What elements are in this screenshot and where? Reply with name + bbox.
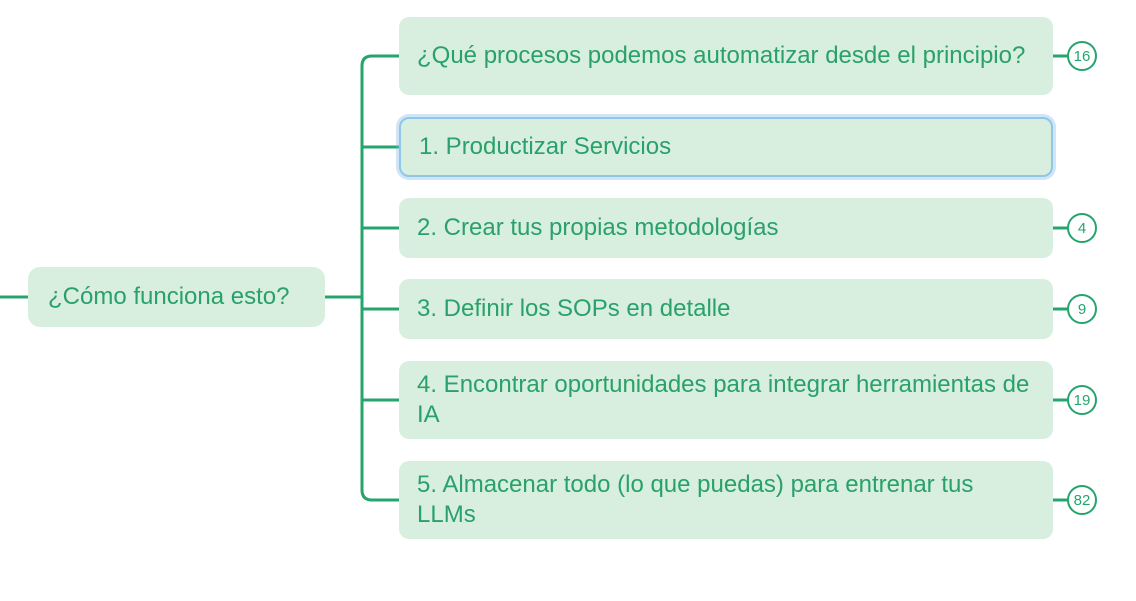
- badge-value: 19: [1074, 392, 1091, 409]
- child-label: 1. Productizar Servicios: [419, 132, 671, 162]
- child-node[interactable]: ¿Qué procesos podemos automatizar desde …: [399, 17, 1053, 95]
- child-label: 4. Encontrar oportunidades para integrar…: [417, 370, 1035, 430]
- child-label: 5. Almacenar todo (lo que puedas) para e…: [417, 470, 1035, 530]
- child-node[interactable]: 2. Crear tus propias metodologías: [399, 198, 1053, 258]
- child-count-badge[interactable]: 4: [1067, 213, 1097, 243]
- badge-value: 9: [1078, 301, 1086, 318]
- child-node[interactable]: 1. Productizar Servicios: [399, 117, 1053, 177]
- badge-value: 4: [1078, 220, 1086, 237]
- root-label: ¿Cómo funciona esto?: [48, 282, 289, 312]
- badge-value: 82: [1074, 492, 1091, 509]
- child-label: ¿Qué procesos podemos automatizar desde …: [417, 41, 1025, 71]
- child-count-badge[interactable]: 19: [1067, 385, 1097, 415]
- child-node[interactable]: 4. Encontrar oportunidades para integrar…: [399, 361, 1053, 439]
- child-label: 2. Crear tus propias metodologías: [417, 213, 779, 243]
- child-count-badge[interactable]: 82: [1067, 485, 1097, 515]
- child-node[interactable]: 5. Almacenar todo (lo que puedas) para e…: [399, 461, 1053, 539]
- badge-value: 16: [1074, 48, 1091, 65]
- mindmap-canvas: ¿Cómo funciona esto? ¿Qué procesos podemo…: [0, 0, 1136, 601]
- child-count-badge[interactable]: 9: [1067, 294, 1097, 324]
- child-node[interactable]: 3. Definir los SOPs en detalle: [399, 279, 1053, 339]
- child-count-badge[interactable]: 16: [1067, 41, 1097, 71]
- root-node[interactable]: ¿Cómo funciona esto?: [28, 267, 325, 327]
- child-label: 3. Definir los SOPs en detalle: [417, 294, 731, 324]
